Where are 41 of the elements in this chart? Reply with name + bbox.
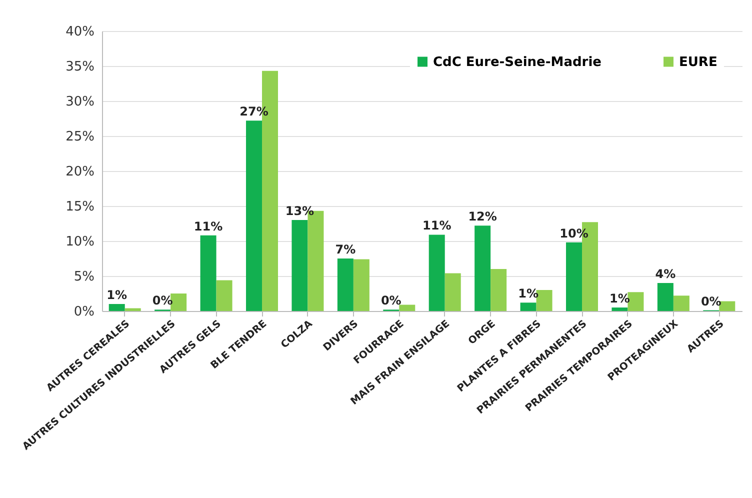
bar <box>292 220 308 311</box>
bar <box>246 120 262 311</box>
bar <box>474 226 491 311</box>
data-label: 13% <box>285 204 314 218</box>
bar <box>520 302 536 311</box>
y-tick-label: 10% <box>66 234 94 250</box>
legend-label: EURE <box>679 54 718 70</box>
bar <box>719 301 736 311</box>
data-label: 4% <box>655 267 676 281</box>
bar <box>490 269 507 311</box>
y-tick-label: 35% <box>66 60 94 74</box>
data-label: 1% <box>106 288 128 302</box>
data-label: 7% <box>335 242 356 256</box>
data-label: 0% <box>700 294 722 308</box>
bar <box>200 235 216 311</box>
bar <box>566 242 582 311</box>
bar <box>444 273 461 311</box>
legend-label: CdC Eure-Seine-Madrie <box>433 54 602 70</box>
bar <box>399 304 416 311</box>
bar <box>428 234 445 311</box>
bar <box>216 280 232 311</box>
data-label: 11% <box>194 219 223 234</box>
y-tick-label: 20% <box>66 164 94 180</box>
bar <box>124 308 141 311</box>
bar <box>170 294 187 311</box>
y-tick-label: 25% <box>66 130 94 144</box>
bar <box>337 258 354 311</box>
y-tick-label: 30% <box>66 94 94 110</box>
bar <box>673 296 690 311</box>
bar <box>353 259 370 311</box>
bar <box>612 308 628 311</box>
y-tick-label: 40% <box>66 24 94 40</box>
data-label: 0% <box>380 294 402 308</box>
data-label: 12% <box>468 210 497 224</box>
y-tick-label: 15% <box>66 200 94 214</box>
bar <box>108 304 125 311</box>
y-tick-label: 0% <box>74 304 94 320</box>
data-label: 11% <box>422 218 452 233</box>
y-tick-label: 5% <box>74 270 94 284</box>
bar <box>628 292 644 311</box>
bar <box>657 283 674 311</box>
